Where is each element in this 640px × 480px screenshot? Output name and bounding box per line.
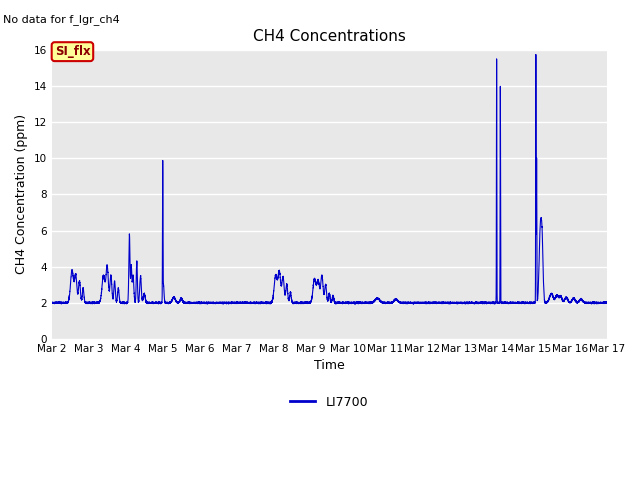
Title: CH4 Concentrations: CH4 Concentrations	[253, 29, 406, 44]
Text: SI_flx: SI_flx	[54, 45, 90, 58]
X-axis label: Time: Time	[314, 360, 345, 372]
Legend: LI7700: LI7700	[285, 391, 373, 414]
Text: No data for f_lgr_ch4: No data for f_lgr_ch4	[3, 14, 120, 25]
Y-axis label: CH4 Concentration (ppm): CH4 Concentration (ppm)	[15, 114, 28, 275]
